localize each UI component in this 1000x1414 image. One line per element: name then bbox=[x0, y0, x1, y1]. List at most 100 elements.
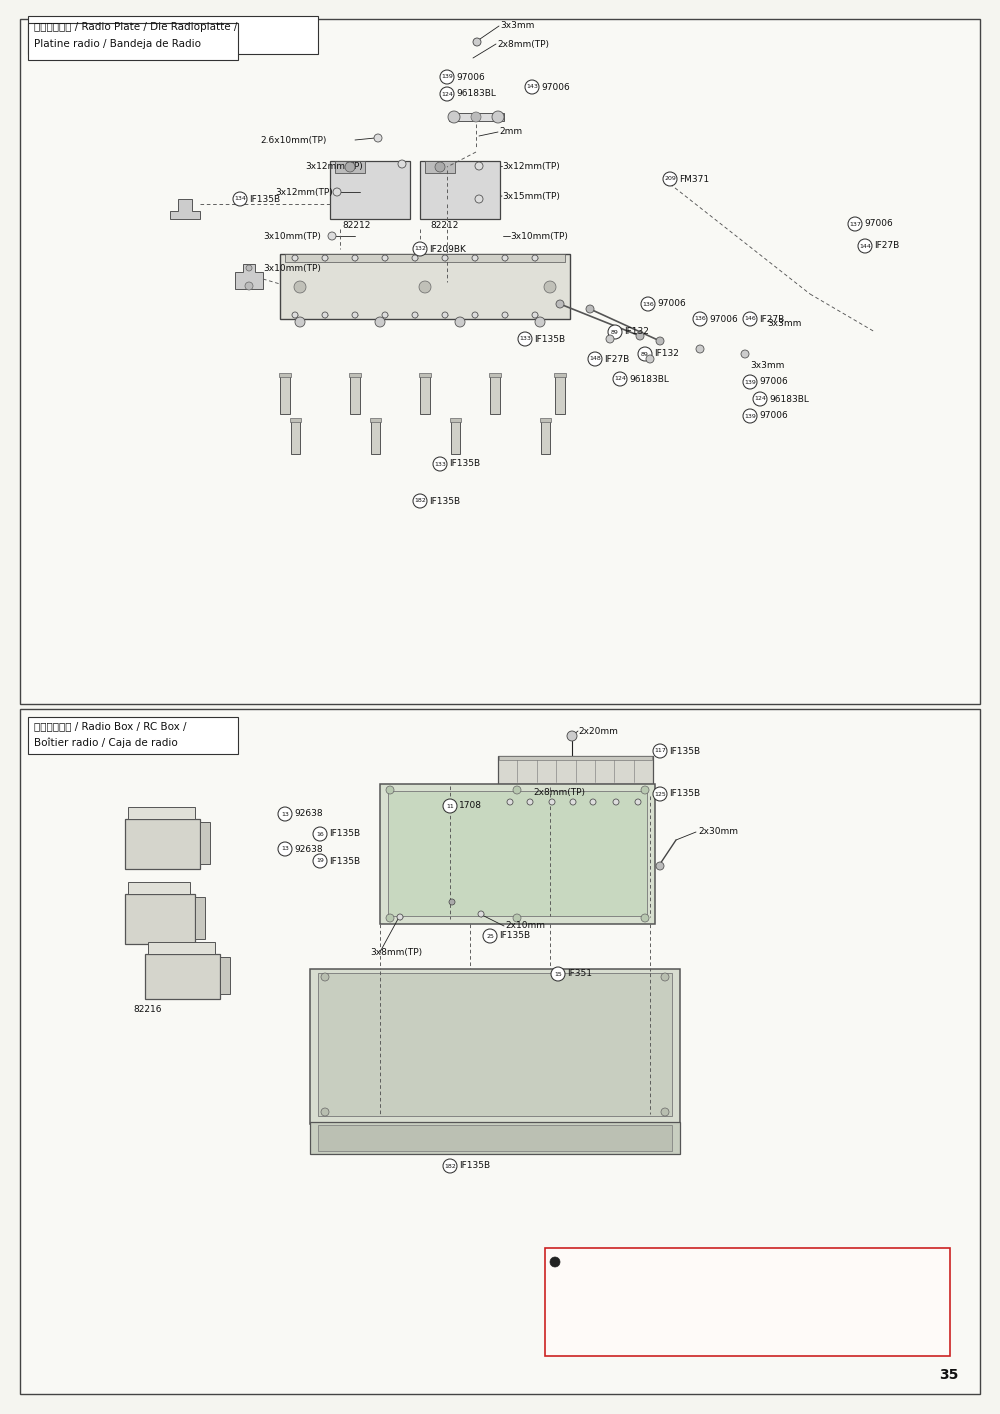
Bar bbox=[419, 373, 431, 378]
Circle shape bbox=[322, 255, 328, 262]
Bar bbox=[330, 161, 410, 219]
Text: 82212: 82212 bbox=[342, 222, 370, 230]
Bar bbox=[335, 161, 365, 173]
Circle shape bbox=[245, 281, 253, 290]
Bar bbox=[370, 419, 381, 421]
Text: 3x10mm(TP): 3x10mm(TP) bbox=[263, 264, 321, 273]
Bar bbox=[125, 894, 195, 945]
Bar bbox=[420, 373, 430, 414]
Bar bbox=[388, 790, 647, 916]
Circle shape bbox=[570, 799, 576, 805]
Circle shape bbox=[345, 163, 355, 173]
Bar bbox=[420, 161, 500, 219]
Text: 97006: 97006 bbox=[759, 378, 788, 386]
Circle shape bbox=[472, 312, 478, 318]
Circle shape bbox=[492, 112, 504, 123]
Text: 143: 143 bbox=[526, 85, 538, 89]
Text: 133: 133 bbox=[434, 461, 446, 467]
Circle shape bbox=[440, 88, 454, 100]
Text: 182: 182 bbox=[444, 1164, 456, 1168]
Bar bbox=[310, 969, 680, 1124]
Bar bbox=[451, 419, 460, 454]
Text: 136: 136 bbox=[642, 301, 654, 307]
Bar bbox=[555, 373, 565, 414]
Text: La pièce （◉） n'est pas vendue séparément.: La pièce （◉） n'est pas vendue séparément… bbox=[553, 1311, 744, 1321]
Bar bbox=[425, 161, 455, 173]
Text: Teil （◉） ist nicht einzeln erhaeltlich.: Teil （◉） ist nicht einzeln erhaeltlich. bbox=[553, 1294, 709, 1302]
Text: 13: 13 bbox=[281, 847, 289, 851]
Circle shape bbox=[448, 112, 460, 123]
Text: 2x10mm: 2x10mm bbox=[505, 922, 545, 930]
Text: メカプレート / Radio Plate / Die Radioplatte /: メカプレート / Radio Plate / Die Radioplatte / bbox=[34, 23, 237, 33]
Text: 3x12mm(TP): 3x12mm(TP) bbox=[275, 188, 333, 197]
Text: IF135B: IF135B bbox=[329, 857, 360, 865]
Circle shape bbox=[608, 325, 622, 339]
Circle shape bbox=[549, 799, 555, 805]
Bar bbox=[490, 373, 500, 414]
Text: 146: 146 bbox=[744, 317, 756, 321]
Bar bbox=[20, 708, 980, 1394]
Circle shape bbox=[693, 312, 707, 327]
Circle shape bbox=[478, 911, 484, 918]
Text: 209: 209 bbox=[664, 177, 676, 181]
Circle shape bbox=[696, 345, 704, 354]
Bar bbox=[195, 896, 205, 939]
Circle shape bbox=[613, 372, 627, 386]
Text: IF135B: IF135B bbox=[249, 195, 280, 204]
Circle shape bbox=[473, 38, 481, 47]
Circle shape bbox=[556, 300, 564, 308]
Text: 136: 136 bbox=[694, 317, 706, 321]
Circle shape bbox=[848, 216, 862, 230]
Circle shape bbox=[532, 255, 538, 262]
Circle shape bbox=[295, 317, 305, 327]
Bar bbox=[128, 807, 195, 819]
Text: 35: 35 bbox=[939, 1367, 958, 1381]
Circle shape bbox=[661, 973, 669, 981]
Text: 92638: 92638 bbox=[294, 809, 323, 819]
Circle shape bbox=[544, 281, 556, 293]
Circle shape bbox=[641, 297, 655, 311]
Circle shape bbox=[374, 134, 382, 141]
Circle shape bbox=[382, 312, 388, 318]
Bar bbox=[310, 1121, 680, 1154]
Text: 16: 16 bbox=[316, 831, 324, 837]
Circle shape bbox=[525, 81, 539, 93]
Text: 3x3mm: 3x3mm bbox=[500, 21, 534, 31]
Text: 97006: 97006 bbox=[709, 314, 738, 324]
Circle shape bbox=[443, 799, 457, 813]
Bar bbox=[28, 23, 238, 59]
Circle shape bbox=[743, 375, 757, 389]
Circle shape bbox=[352, 255, 358, 262]
Circle shape bbox=[442, 312, 448, 318]
Bar bbox=[128, 882, 190, 894]
Text: 148: 148 bbox=[589, 356, 601, 362]
Circle shape bbox=[333, 188, 341, 197]
Text: 3x8mm(TP): 3x8mm(TP) bbox=[370, 947, 422, 956]
Circle shape bbox=[455, 317, 465, 327]
Circle shape bbox=[550, 1257, 560, 1267]
Text: 144: 144 bbox=[859, 243, 871, 249]
Circle shape bbox=[443, 1159, 457, 1174]
Text: 3x12mm(TP): 3x12mm(TP) bbox=[502, 161, 560, 171]
Bar bbox=[145, 954, 220, 1000]
Text: 3x10mm(TP): 3x10mm(TP) bbox=[263, 232, 321, 240]
Circle shape bbox=[313, 827, 327, 841]
Text: 92638: 92638 bbox=[294, 844, 323, 854]
Circle shape bbox=[661, 1109, 669, 1116]
Circle shape bbox=[352, 312, 358, 318]
Circle shape bbox=[475, 163, 483, 170]
Circle shape bbox=[513, 786, 521, 795]
Circle shape bbox=[513, 913, 521, 922]
Text: 3x3mm: 3x3mm bbox=[750, 362, 784, 370]
Text: 96183BL: 96183BL bbox=[456, 89, 496, 99]
Bar bbox=[350, 373, 360, 414]
Bar bbox=[380, 783, 655, 923]
Text: IF135B: IF135B bbox=[499, 932, 530, 940]
Text: （◉） no se vende por separado.: （◉） no se vende por separado. bbox=[553, 1329, 689, 1339]
Circle shape bbox=[743, 312, 757, 327]
Circle shape bbox=[551, 967, 565, 981]
Circle shape bbox=[471, 112, 481, 122]
Text: 117: 117 bbox=[654, 748, 666, 754]
Text: 3x3mm: 3x3mm bbox=[767, 320, 801, 328]
Circle shape bbox=[321, 1109, 329, 1116]
